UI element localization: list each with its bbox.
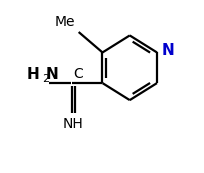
Text: C: C [73,67,83,81]
Text: H: H [27,67,39,82]
Text: Me: Me [54,15,75,29]
Text: NH: NH [63,117,83,131]
Text: 2: 2 [42,74,49,84]
Text: N: N [45,67,58,82]
Text: N: N [161,43,174,58]
